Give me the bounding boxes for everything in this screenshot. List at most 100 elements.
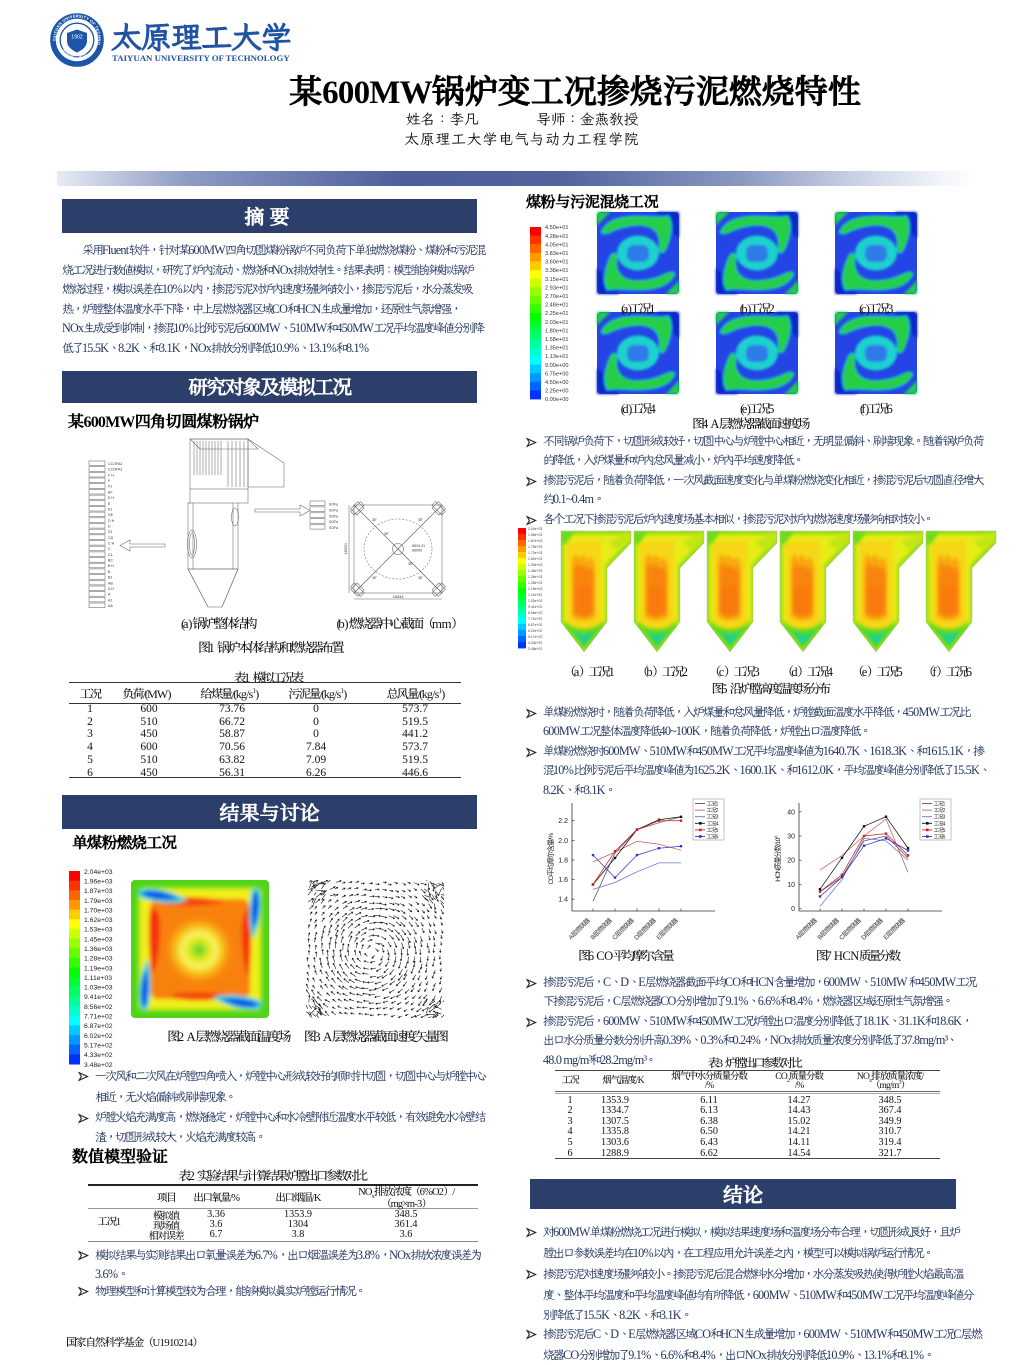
svg-text:0.00e+00: 0.00e+00: [545, 397, 569, 403]
svg-text:38°: 38°: [418, 576, 424, 580]
svg-text:1.35e+01: 1.35e+01: [545, 346, 569, 352]
svg-text:7.71e+02: 7.71e+02: [84, 1014, 113, 1021]
svg-text:1.96e+03: 1.96e+03: [528, 533, 542, 537]
svg-text:C层燃烧器: C层燃烧器: [610, 915, 636, 941]
svg-text:6.87e+02: 6.87e+02: [528, 623, 542, 627]
svg-text:1.79e+03: 1.79e+03: [84, 898, 113, 905]
svg-text:2.70e+01: 2.70e+01: [545, 294, 569, 300]
svg-text:1.36e+03: 1.36e+03: [528, 575, 542, 579]
svg-text:E层燃烧器: E层燃烧器: [654, 915, 680, 941]
svg-text:E1: E1: [108, 507, 112, 511]
svg-text:B: B: [108, 570, 111, 574]
svg-text:6.02e+02: 6.02e+02: [528, 629, 542, 633]
svg-text:1902: 1902: [71, 35, 83, 41]
svg-text:D1: D1: [108, 530, 113, 534]
svg-text:2.04e+03: 2.04e+03: [84, 869, 113, 876]
svg-text:工况6: 工况6: [707, 834, 719, 841]
svg-text:1.03e+03: 1.03e+03: [528, 599, 542, 603]
svg-text:2.25e+00: 2.25e+00: [545, 389, 569, 395]
svg-text:Ø151.41: Ø151.41: [412, 544, 425, 548]
svg-text:1.87e+03: 1.87e+03: [528, 539, 542, 543]
svg-text:CD: CD: [108, 536, 114, 540]
svg-text:1.87e+03: 1.87e+03: [84, 888, 113, 895]
svg-text:D: D: [108, 525, 111, 529]
svg-text:3.48e+02: 3.48e+02: [528, 647, 542, 651]
svg-text:6.75e+00: 6.75e+00: [545, 371, 569, 377]
svg-text:C H: C H: [108, 542, 115, 546]
svg-text:1.96e+03: 1.96e+03: [84, 878, 113, 885]
svg-text:6.02e+02: 6.02e+02: [84, 1033, 113, 1040]
svg-text:工况5: 工况5: [707, 827, 719, 834]
svg-text:4.28e+01: 4.28e+01: [545, 234, 569, 240]
svg-text:工况4: 工况4: [707, 820, 719, 827]
svg-text:1.70e+03: 1.70e+03: [84, 907, 113, 914]
svg-text:1.45e+03: 1.45e+03: [528, 569, 542, 573]
svg-text:1.70e+03: 1.70e+03: [528, 551, 542, 555]
svg-text:3.15e+01: 3.15e+01: [545, 277, 569, 283]
svg-text:1.45e+03: 1.45e+03: [84, 936, 113, 943]
svg-text:CCOFA2: CCOFA2: [108, 462, 122, 466]
svg-text:3.83e+01: 3.83e+01: [545, 251, 569, 257]
svg-text:B层燃烧器: B层燃烧器: [588, 915, 614, 941]
svg-text:5.17e+02: 5.17e+02: [528, 635, 542, 639]
svg-text:2.2: 2.2: [558, 818, 568, 825]
svg-text:F1: F1: [108, 485, 112, 489]
svg-text:9.00e+00: 9.00e+00: [545, 363, 569, 369]
svg-text:7.71e+02: 7.71e+02: [528, 617, 542, 621]
svg-text:9.41e+02: 9.41e+02: [84, 994, 113, 1001]
svg-text:2.04e+03: 2.04e+03: [528, 527, 542, 531]
svg-text:1.28e+03: 1.28e+03: [528, 581, 542, 585]
svg-text:38°: 38°: [384, 532, 390, 536]
svg-text:1.62e+03: 1.62e+03: [528, 557, 542, 561]
svg-text:38°: 38°: [372, 576, 378, 580]
svg-text:1.6: 1.6: [558, 877, 568, 884]
svg-text:6.87e+02: 6.87e+02: [84, 1023, 113, 1030]
svg-text:1.03e+03: 1.03e+03: [84, 985, 113, 992]
svg-text:工况6: 工况6: [934, 834, 946, 841]
svg-text:1.11e+03: 1.11e+03: [84, 975, 112, 982]
svg-text:A H: A H: [108, 587, 114, 591]
svg-text:EF: EF: [108, 490, 113, 494]
svg-text:30: 30: [787, 834, 795, 841]
svg-text:1.4: 1.4: [558, 897, 568, 904]
svg-text:B H: B H: [108, 564, 114, 568]
svg-text:BC: BC: [108, 559, 113, 563]
svg-text:AB: AB: [108, 581, 113, 585]
svg-text:5.17e+02: 5.17e+02: [84, 1043, 113, 1050]
svg-text:工况4: 工况4: [934, 820, 946, 827]
svg-text:4.33e+02: 4.33e+02: [84, 1052, 113, 1059]
svg-text:20: 20: [787, 858, 795, 865]
svg-text:D H: D H: [108, 519, 115, 523]
svg-text:AA: AA: [108, 604, 113, 608]
svg-text:9.41e+02: 9.41e+02: [528, 605, 542, 609]
svg-text:38°: 38°: [372, 518, 378, 522]
svg-text:1.58e+01: 1.58e+01: [545, 337, 569, 343]
svg-text:SOFa: SOFa: [329, 520, 338, 524]
svg-text:SOFa: SOFa: [329, 508, 338, 512]
svg-text:4.05e+01: 4.05e+01: [545, 242, 569, 248]
svg-text:8.56e+02: 8.56e+02: [84, 1004, 113, 1011]
svg-text:B1: B1: [108, 576, 112, 580]
svg-text:3.48e+02: 3.48e+02: [84, 1062, 113, 1069]
svg-text:D层燃烧器: D层燃烧器: [859, 915, 885, 941]
svg-text:C层燃烧器: C层燃烧器: [837, 915, 863, 941]
svg-text:A1: A1: [108, 598, 112, 602]
svg-text:18320: 18320: [343, 543, 348, 555]
svg-text:C: C: [108, 547, 111, 551]
svg-text:3.60e+01: 3.60e+01: [545, 260, 569, 266]
svg-text:DE: DE: [108, 513, 114, 517]
svg-text:工况3: 工况3: [934, 814, 946, 821]
svg-text:1.28e+03: 1.28e+03: [84, 956, 113, 963]
svg-text:1.53e+03: 1.53e+03: [528, 563, 542, 567]
svg-text:4.50e+00: 4.50e+00: [545, 380, 569, 386]
svg-text:E H: E H: [108, 496, 114, 500]
svg-text:CCOFA1: CCOFA1: [108, 468, 122, 472]
svg-text:HCN质量分数/10-6: HCN质量分数/10-6: [773, 835, 782, 882]
svg-text:工况1: 工况1: [707, 801, 719, 808]
svg-text:2.48e+01: 2.48e+01: [545, 303, 569, 309]
svg-text:F: F: [108, 479, 111, 483]
svg-text:1.53e+03: 1.53e+03: [84, 927, 113, 934]
svg-text:1.79e+03: 1.79e+03: [528, 545, 542, 549]
svg-text:1.13e+01: 1.13e+01: [545, 354, 569, 360]
svg-text:E: E: [108, 502, 111, 506]
